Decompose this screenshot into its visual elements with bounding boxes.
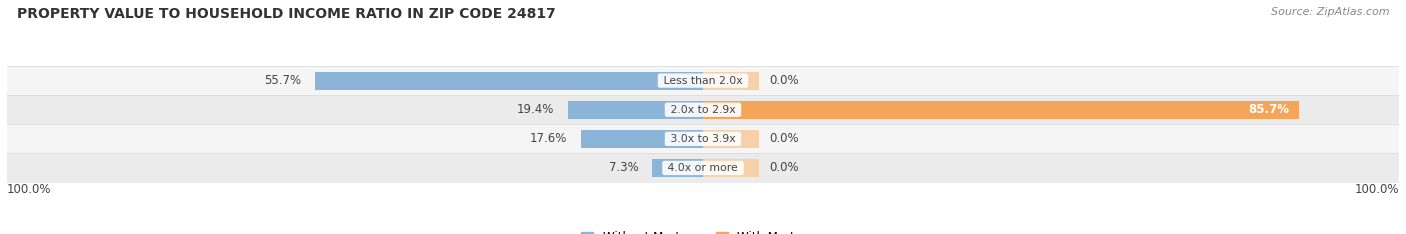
Text: 2.0x to 2.9x: 2.0x to 2.9x (666, 105, 740, 115)
Text: 85.7%: 85.7% (1249, 103, 1289, 116)
Text: 0.0%: 0.0% (769, 74, 799, 87)
Bar (7, 154, 1399, 183)
Bar (703, 130, 759, 148)
Bar (581, 130, 703, 148)
Text: Less than 2.0x: Less than 2.0x (659, 76, 747, 86)
Bar (703, 159, 759, 177)
Text: 19.4%: 19.4% (516, 103, 554, 116)
Bar (652, 159, 703, 177)
Text: Source: ZipAtlas.com: Source: ZipAtlas.com (1271, 7, 1389, 17)
Text: 0.0%: 0.0% (769, 161, 799, 175)
Text: 7.3%: 7.3% (609, 161, 638, 175)
Bar (703, 101, 1299, 119)
Text: PROPERTY VALUE TO HOUSEHOLD INCOME RATIO IN ZIP CODE 24817: PROPERTY VALUE TO HOUSEHOLD INCOME RATIO… (17, 7, 555, 21)
Bar (7, 124, 1399, 154)
Bar (568, 101, 703, 119)
Text: 4.0x or more: 4.0x or more (665, 163, 741, 173)
Text: 100.0%: 100.0% (1354, 183, 1399, 196)
Bar (7, 66, 1399, 95)
Legend: Without Mortgage, With Mortgage: Without Mortgage, With Mortgage (576, 226, 830, 234)
Text: 100.0%: 100.0% (7, 183, 52, 196)
Text: 3.0x to 3.9x: 3.0x to 3.9x (666, 134, 740, 144)
Text: 55.7%: 55.7% (264, 74, 301, 87)
Bar (315, 72, 703, 90)
Bar (703, 72, 759, 90)
Bar (7, 95, 1399, 124)
Text: 0.0%: 0.0% (769, 132, 799, 145)
Text: 17.6%: 17.6% (529, 132, 567, 145)
